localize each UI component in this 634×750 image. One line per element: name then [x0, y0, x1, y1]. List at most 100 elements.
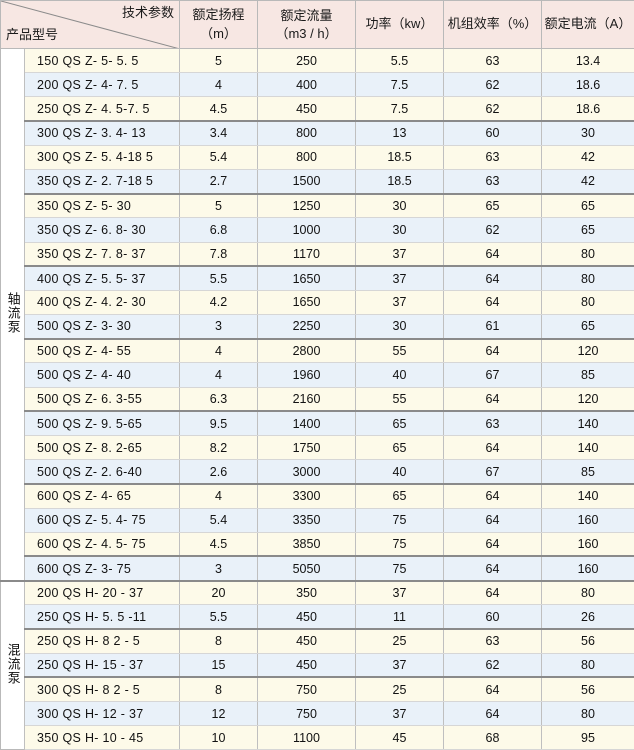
cell-unit-efficiency: 64	[444, 581, 542, 605]
cell-rated-head: 8	[180, 629, 258, 653]
cell-unit-efficiency: 61	[444, 315, 542, 339]
cell-unit-efficiency: 60	[444, 121, 542, 145]
cell-rated-head: 15	[180, 653, 258, 677]
cell-power: 5.5	[356, 49, 444, 73]
cell-power: 45	[356, 726, 444, 750]
cell-unit-efficiency: 64	[444, 556, 542, 580]
cell-rated-current: 85	[542, 363, 634, 387]
header-col-rated-flow-line2: （m3 / h）	[260, 25, 353, 43]
cell-power: 37	[356, 702, 444, 726]
cell-power: 37	[356, 242, 444, 266]
cell-rated-head: 6.3	[180, 387, 258, 411]
cell-unit-efficiency: 67	[444, 363, 542, 387]
cell-power: 75	[356, 556, 444, 580]
cell-rated-head: 2.6	[180, 460, 258, 484]
cell-rated-flow: 2800	[258, 339, 356, 363]
cell-model: 150 QS Z- 5- 5. 5	[25, 49, 180, 73]
cell-unit-efficiency: 63	[444, 629, 542, 653]
cell-rated-flow: 1750	[258, 436, 356, 460]
section-category-mixed-flow-pump: 混流泵	[1, 581, 25, 750]
header-col-unit-efficiency: 机组效率（%）	[444, 1, 542, 49]
header-col-rated-flow-line1: 额定流量	[260, 7, 353, 25]
cell-power: 37	[356, 581, 444, 605]
cell-power: 25	[356, 677, 444, 701]
header-corner-cell: 技术参数 产品型号	[1, 1, 180, 49]
cell-model: 500 QS Z- 4- 40	[25, 363, 180, 387]
cell-unit-efficiency: 64	[444, 266, 542, 290]
cell-power: 30	[356, 194, 444, 218]
cell-rated-head: 9.5	[180, 411, 258, 435]
cell-rated-flow: 2160	[258, 387, 356, 411]
cell-rated-current: 80	[542, 290, 634, 314]
cell-power: 55	[356, 387, 444, 411]
cell-rated-head: 4	[180, 339, 258, 363]
cell-rated-head: 7.8	[180, 242, 258, 266]
cell-rated-flow: 3350	[258, 508, 356, 532]
cell-rated-head: 5	[180, 194, 258, 218]
cell-model: 500 QS Z- 2. 6-40	[25, 460, 180, 484]
cell-rated-current: 140	[542, 436, 634, 460]
header-col-rated-current-line1: 额定电流（A）	[545, 16, 632, 31]
cell-rated-current: 42	[542, 145, 634, 169]
cell-model: 500 QS Z- 3- 30	[25, 315, 180, 339]
cell-unit-efficiency: 64	[444, 436, 542, 460]
cell-rated-current: 65	[542, 194, 634, 218]
header-col-rated-flow: 额定流量 （m3 / h）	[258, 1, 356, 49]
cell-unit-efficiency: 64	[444, 387, 542, 411]
cell-rated-flow: 450	[258, 629, 356, 653]
cell-rated-current: 30	[542, 121, 634, 145]
cell-rated-flow: 1000	[258, 218, 356, 242]
cell-rated-current: 26	[542, 605, 634, 629]
cell-rated-flow: 1170	[258, 242, 356, 266]
cell-unit-efficiency: 64	[444, 484, 542, 508]
section-category-label: 混流泵	[5, 643, 19, 685]
cell-model: 600 QS Z- 4. 5- 75	[25, 532, 180, 556]
cell-rated-current: 140	[542, 484, 634, 508]
cell-rated-flow: 800	[258, 121, 356, 145]
cell-model: 300 QS Z- 5. 4-18 5	[25, 145, 180, 169]
cell-unit-efficiency: 64	[444, 242, 542, 266]
cell-model: 200 QS H- 20 - 37	[25, 581, 180, 605]
cell-rated-flow: 1100	[258, 726, 356, 750]
cell-rated-flow: 1960	[258, 363, 356, 387]
cell-rated-current: 140	[542, 411, 634, 435]
cell-power: 75	[356, 508, 444, 532]
cell-rated-current: 18.6	[542, 73, 634, 97]
cell-model: 250 QS H- 8 2 - 5	[25, 629, 180, 653]
cell-power: 7.5	[356, 97, 444, 121]
cell-model: 300 QS H- 8 2 - 5	[25, 677, 180, 701]
cell-rated-head: 4	[180, 484, 258, 508]
cell-unit-efficiency: 63	[444, 145, 542, 169]
cell-rated-flow: 450	[258, 97, 356, 121]
cell-rated-head: 8.2	[180, 436, 258, 460]
cell-model: 250 QS H- 5. 5 -11	[25, 605, 180, 629]
cell-rated-flow: 5050	[258, 556, 356, 580]
cell-rated-current: 65	[542, 218, 634, 242]
cell-rated-flow: 3000	[258, 460, 356, 484]
header-col-power: 功率（kw）	[356, 1, 444, 49]
cell-model: 500 QS Z- 8. 2-65	[25, 436, 180, 460]
cell-rated-head: 5	[180, 49, 258, 73]
header-col-rated-head-line1: 额定扬程（m）	[192, 7, 244, 41]
cell-power: 65	[356, 436, 444, 460]
cell-rated-current: 120	[542, 387, 634, 411]
header-col-unit-efficiency-line1: 机组效率（%）	[448, 16, 538, 31]
cell-rated-current: 80	[542, 581, 634, 605]
cell-power: 18.5	[356, 145, 444, 169]
cell-rated-current: 80	[542, 242, 634, 266]
cell-unit-efficiency: 62	[444, 97, 542, 121]
cell-rated-flow: 1250	[258, 194, 356, 218]
cell-rated-head: 3	[180, 315, 258, 339]
